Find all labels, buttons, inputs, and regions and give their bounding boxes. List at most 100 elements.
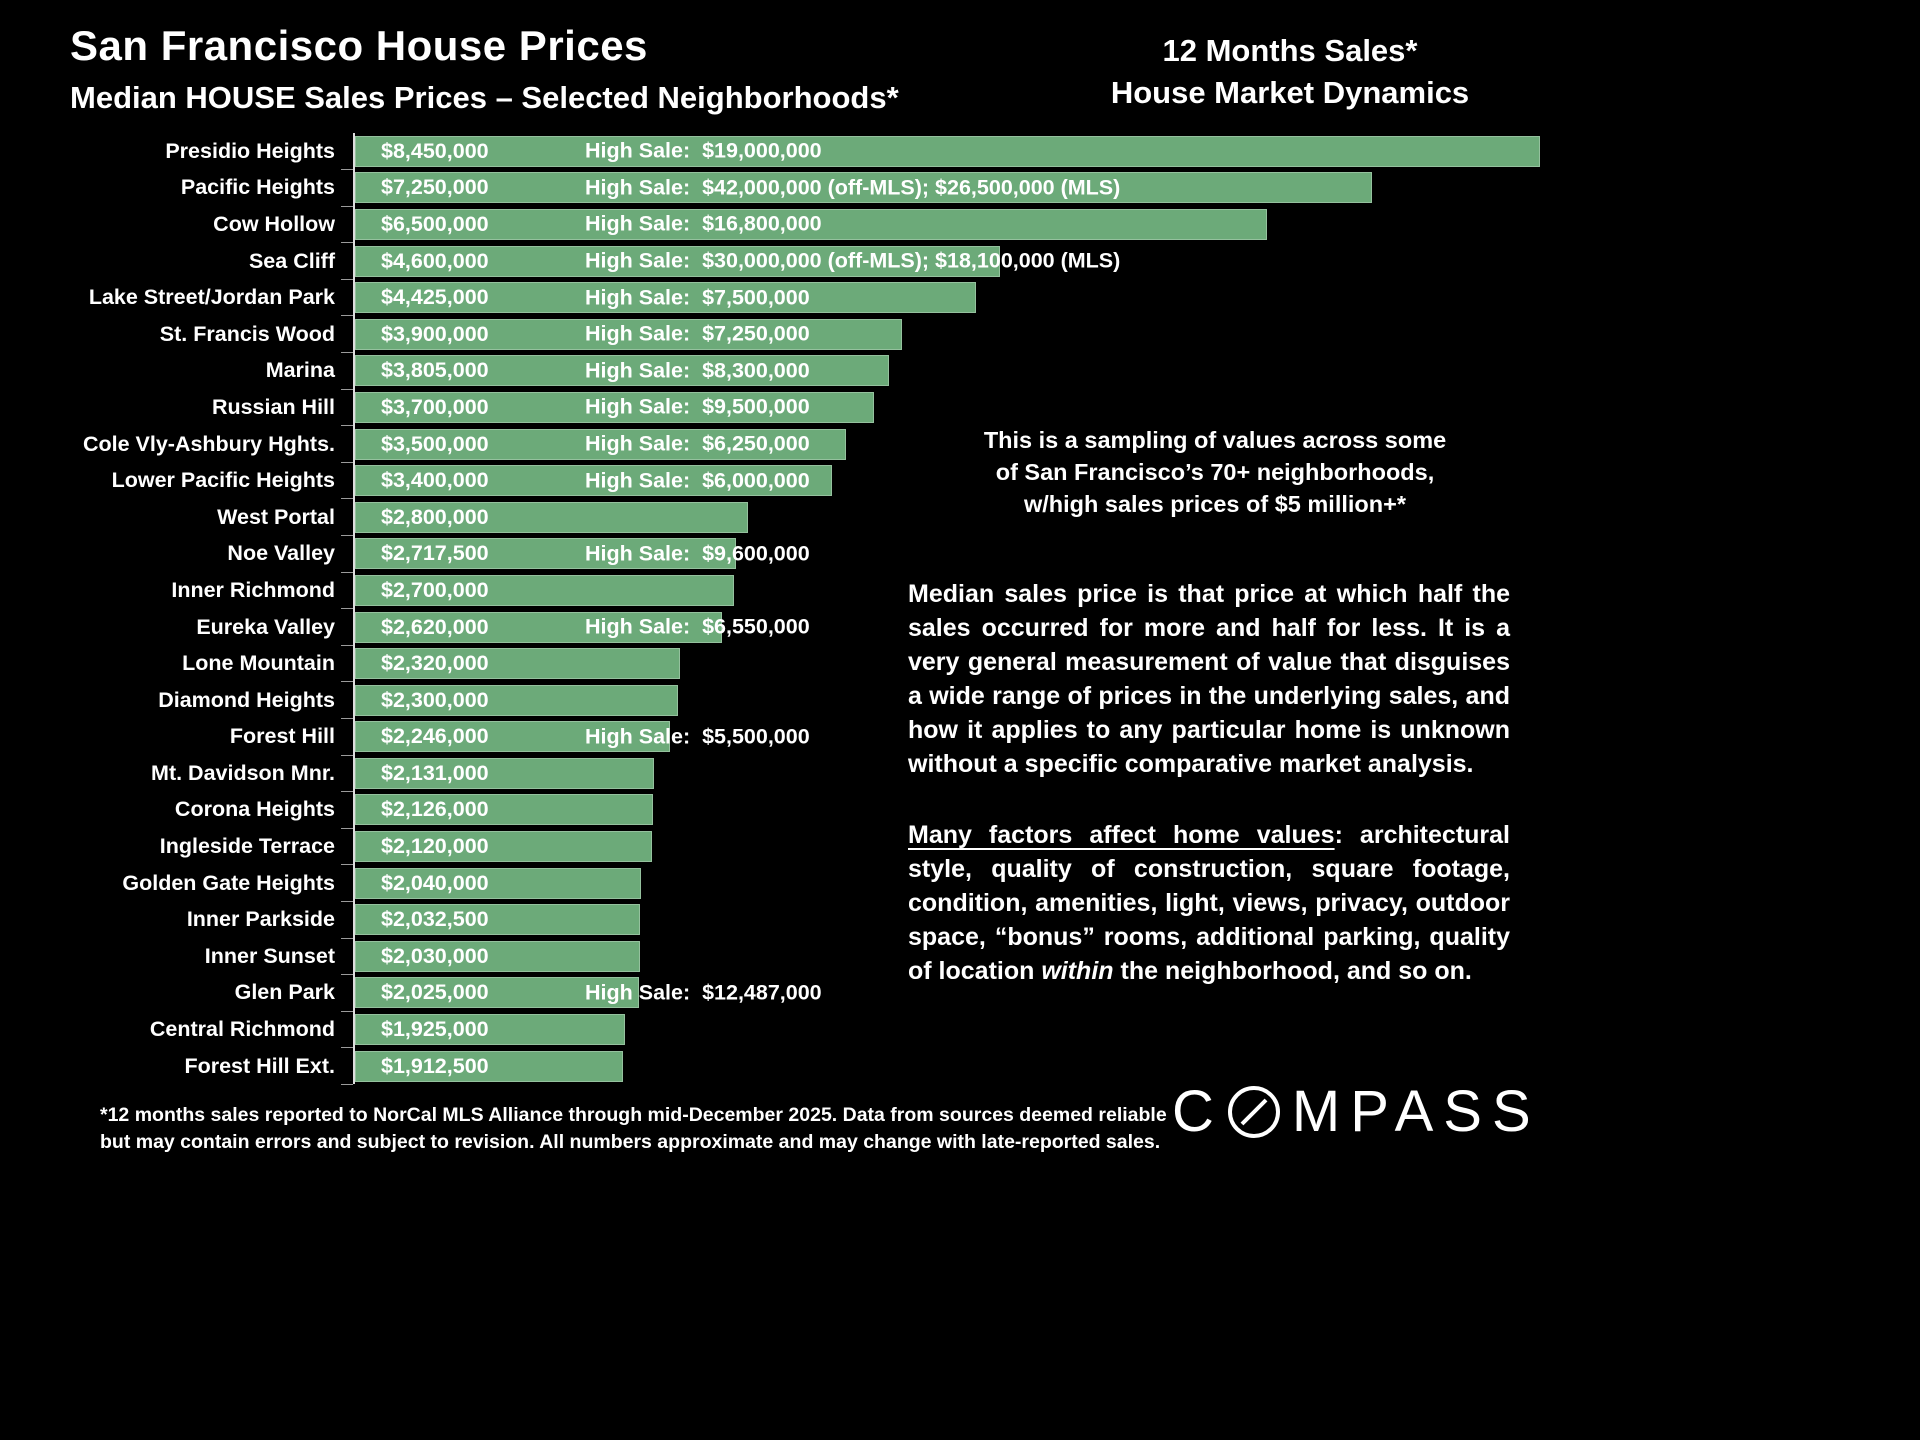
median-price-value: $3,900,000	[381, 321, 489, 346]
neighborhood-label: Central Richmond	[149, 1017, 335, 1042]
median-price-bar: $2,120,000	[355, 831, 653, 863]
bar-row: Cole Vly-Ashbury Hghts. $3,500,000 High Sa…	[0, 426, 1560, 463]
bar-row: West Portal $2,800,000	[0, 499, 1560, 536]
high-sale-label: High Sale: $30,000,000 (off-MLS); $18,10…	[585, 248, 1121, 273]
median-price-value: $2,800,000	[381, 504, 489, 529]
bar-track: $2,126,000	[355, 794, 1540, 826]
median-price-bar: $2,040,000	[355, 867, 642, 899]
median-price-value: $8,450,000	[381, 138, 489, 163]
bar-row: Mt. Davidson Mnr. $2,131,000	[0, 755, 1560, 792]
neighborhood-label: Lake Street/Jordan Park	[88, 285, 335, 310]
high-sale-label: High Sale: $19,000,000	[585, 138, 822, 163]
bar-row: Presidio Heights $8,450,000 High Sale: $19…	[0, 133, 1560, 170]
bar-track: $2,246,000 High Sale: $5,500,000	[355, 721, 1540, 753]
bar-track: $2,800,000	[355, 501, 1540, 533]
neighborhood-label: Pacific Heights	[180, 175, 335, 200]
neighborhood-label: Noe Valley	[227, 541, 335, 566]
median-price-bar: $3,900,000	[355, 318, 902, 350]
median-price-bar: $2,700,000	[355, 574, 734, 606]
bar-row: Forest Hill $2,246,000 High Sale: $5,500,0…	[0, 719, 1560, 756]
title-block: San Francisco House Prices Median HOUSE …	[70, 22, 899, 116]
neighborhood-label: Cole Vly-Ashbury Hghts.	[82, 431, 335, 456]
median-price-bar: $4,425,000	[355, 282, 976, 314]
median-price-bar: $2,030,000	[355, 940, 640, 972]
bar-row: Ingleside Terrace $2,120,000	[0, 828, 1560, 865]
bar-track: $2,700,000	[355, 574, 1540, 606]
median-price-value: $2,032,500	[381, 907, 489, 932]
compass-o-icon	[1227, 1085, 1280, 1138]
chart-axis-line	[353, 133, 355, 1085]
median-price-value: $1,912,500	[381, 1053, 489, 1078]
bar-rows: Presidio Heights $8,450,000 High Sale: $19…	[0, 133, 1560, 1085]
median-price-bar: $2,246,000	[355, 721, 670, 753]
bar-track: $3,900,000 High Sale: $7,250,000	[355, 318, 1540, 350]
median-price-value: $3,400,000	[381, 468, 489, 493]
bar-track: $2,032,500	[355, 904, 1540, 936]
bar-track: $2,040,000	[355, 867, 1540, 899]
bar-row: Inner Richmond $2,700,000	[0, 572, 1560, 609]
median-price-value: $2,717,500	[381, 541, 489, 566]
neighborhood-label: Inner Sunset	[204, 943, 335, 968]
high-sale-label: High Sale: $12,487,000	[585, 980, 822, 1005]
bar-row: Diamond Heights $2,300,000	[0, 682, 1560, 719]
median-price-value: $2,131,000	[381, 760, 489, 785]
bar-chart: Presidio Heights $8,450,000 High Sale: $19…	[0, 133, 1560, 1085]
bar-track: $8,450,000 High Sale: $19,000,000	[355, 135, 1540, 167]
factors-note-italic: within	[1041, 957, 1114, 985]
median-price-value: $4,425,000	[381, 285, 489, 310]
bar-track: $6,500,000 High Sale: $16,800,000	[355, 208, 1540, 240]
factors-note: Many factors affect home values: archite…	[908, 818, 1510, 988]
bar-row: Marina $3,805,000 High Sale: $8,300,000	[0, 353, 1560, 390]
median-price-bar: $3,400,000	[355, 465, 832, 497]
footnote-line1: *12 months sales reported to NorCal MLS …	[100, 1104, 1167, 1126]
neighborhood-label: Glen Park	[234, 980, 335, 1005]
right-header-line1: 12 Months Sales*	[1162, 33, 1418, 68]
median-price-bar: $3,805,000	[355, 355, 889, 387]
page-title: San Francisco House Prices	[70, 22, 648, 69]
bar-track: $3,700,000 High Sale: $9,500,000	[355, 391, 1540, 423]
median-price-bar: $1,912,500	[355, 1050, 624, 1082]
bar-track: $2,030,000	[355, 940, 1540, 972]
high-sale-label: High Sale: $6,000,000	[585, 468, 810, 493]
high-sale-label: High Sale: $6,550,000	[585, 614, 810, 639]
high-sale-label: High Sale: $5,500,000	[585, 724, 810, 749]
bar-row: St. Francis Wood $3,900,000 High Sale: $7,…	[0, 316, 1560, 353]
median-price-bar: $4,600,000	[355, 245, 1001, 277]
median-price-value: $2,126,000	[381, 797, 489, 822]
bar-track: $3,500,000 High Sale: $6,250,000	[355, 428, 1540, 460]
bar-row: Inner Parkside $2,032,500	[0, 901, 1560, 939]
median-price-bar: $2,320,000	[355, 648, 681, 680]
sampling-note-line2: of San Francisco’s 70+ neighborhoods,	[995, 459, 1435, 486]
bar-track: $2,300,000	[355, 684, 1540, 716]
median-price-bar: $3,500,000	[355, 428, 846, 460]
median-price-value: $3,500,000	[381, 431, 489, 456]
footnote: *12 months sales reported to NorCal MLS …	[100, 1102, 1180, 1157]
compass-logo: C MPASS	[1172, 1078, 1541, 1145]
median-price-bar: $1,925,000	[355, 1014, 625, 1046]
neighborhood-label: Lower Pacific Heights	[111, 468, 335, 493]
neighborhood-label: Sea Cliff	[248, 248, 335, 273]
median-price-value: $2,620,000	[381, 614, 489, 639]
factors-note-mid: : architectural style, quality of constr…	[908, 821, 1510, 985]
median-price-value: $2,120,000	[381, 834, 489, 859]
page-subtitle: Median HOUSE Sales Prices – Selected Nei…	[70, 80, 899, 115]
high-sale-label: High Sale: $9,500,000	[585, 394, 810, 419]
median-price-bar: $7,250,000	[355, 172, 1372, 204]
neighborhood-label: West Portal	[217, 504, 335, 529]
neighborhood-label: Mt. Davidson Mnr.	[151, 760, 335, 785]
high-sale-label: High Sale: $42,000,000 (off-MLS); $26,50…	[585, 175, 1121, 200]
bar-row: Corona Heights $2,126,000	[0, 792, 1560, 829]
neighborhood-label: Ingleside Terrace	[159, 834, 335, 859]
bar-row: Lower Pacific Heights $3,400,000 High Sale…	[0, 462, 1560, 500]
bar-row: Noe Valley $2,717,500 High Sale: $9,600,00…	[0, 536, 1560, 573]
bar-track: $2,025,000 High Sale: $12,487,000	[355, 977, 1540, 1009]
bar-track: $3,805,000 High Sale: $8,300,000	[355, 355, 1540, 387]
neighborhood-label: Inner Parkside	[186, 907, 335, 932]
bar-row: Cow Hollow $6,500,000 High Sale: $16,800,0…	[0, 206, 1560, 243]
compass-logo-prefix: C	[1172, 1079, 1224, 1144]
neighborhood-label: Golden Gate Heights	[122, 870, 335, 895]
sampling-note-line3: w/high sales prices of $5 million+*	[1023, 491, 1406, 518]
neighborhood-label: St. Francis Wood	[159, 321, 335, 346]
median-price-value: $2,030,000	[381, 943, 489, 968]
